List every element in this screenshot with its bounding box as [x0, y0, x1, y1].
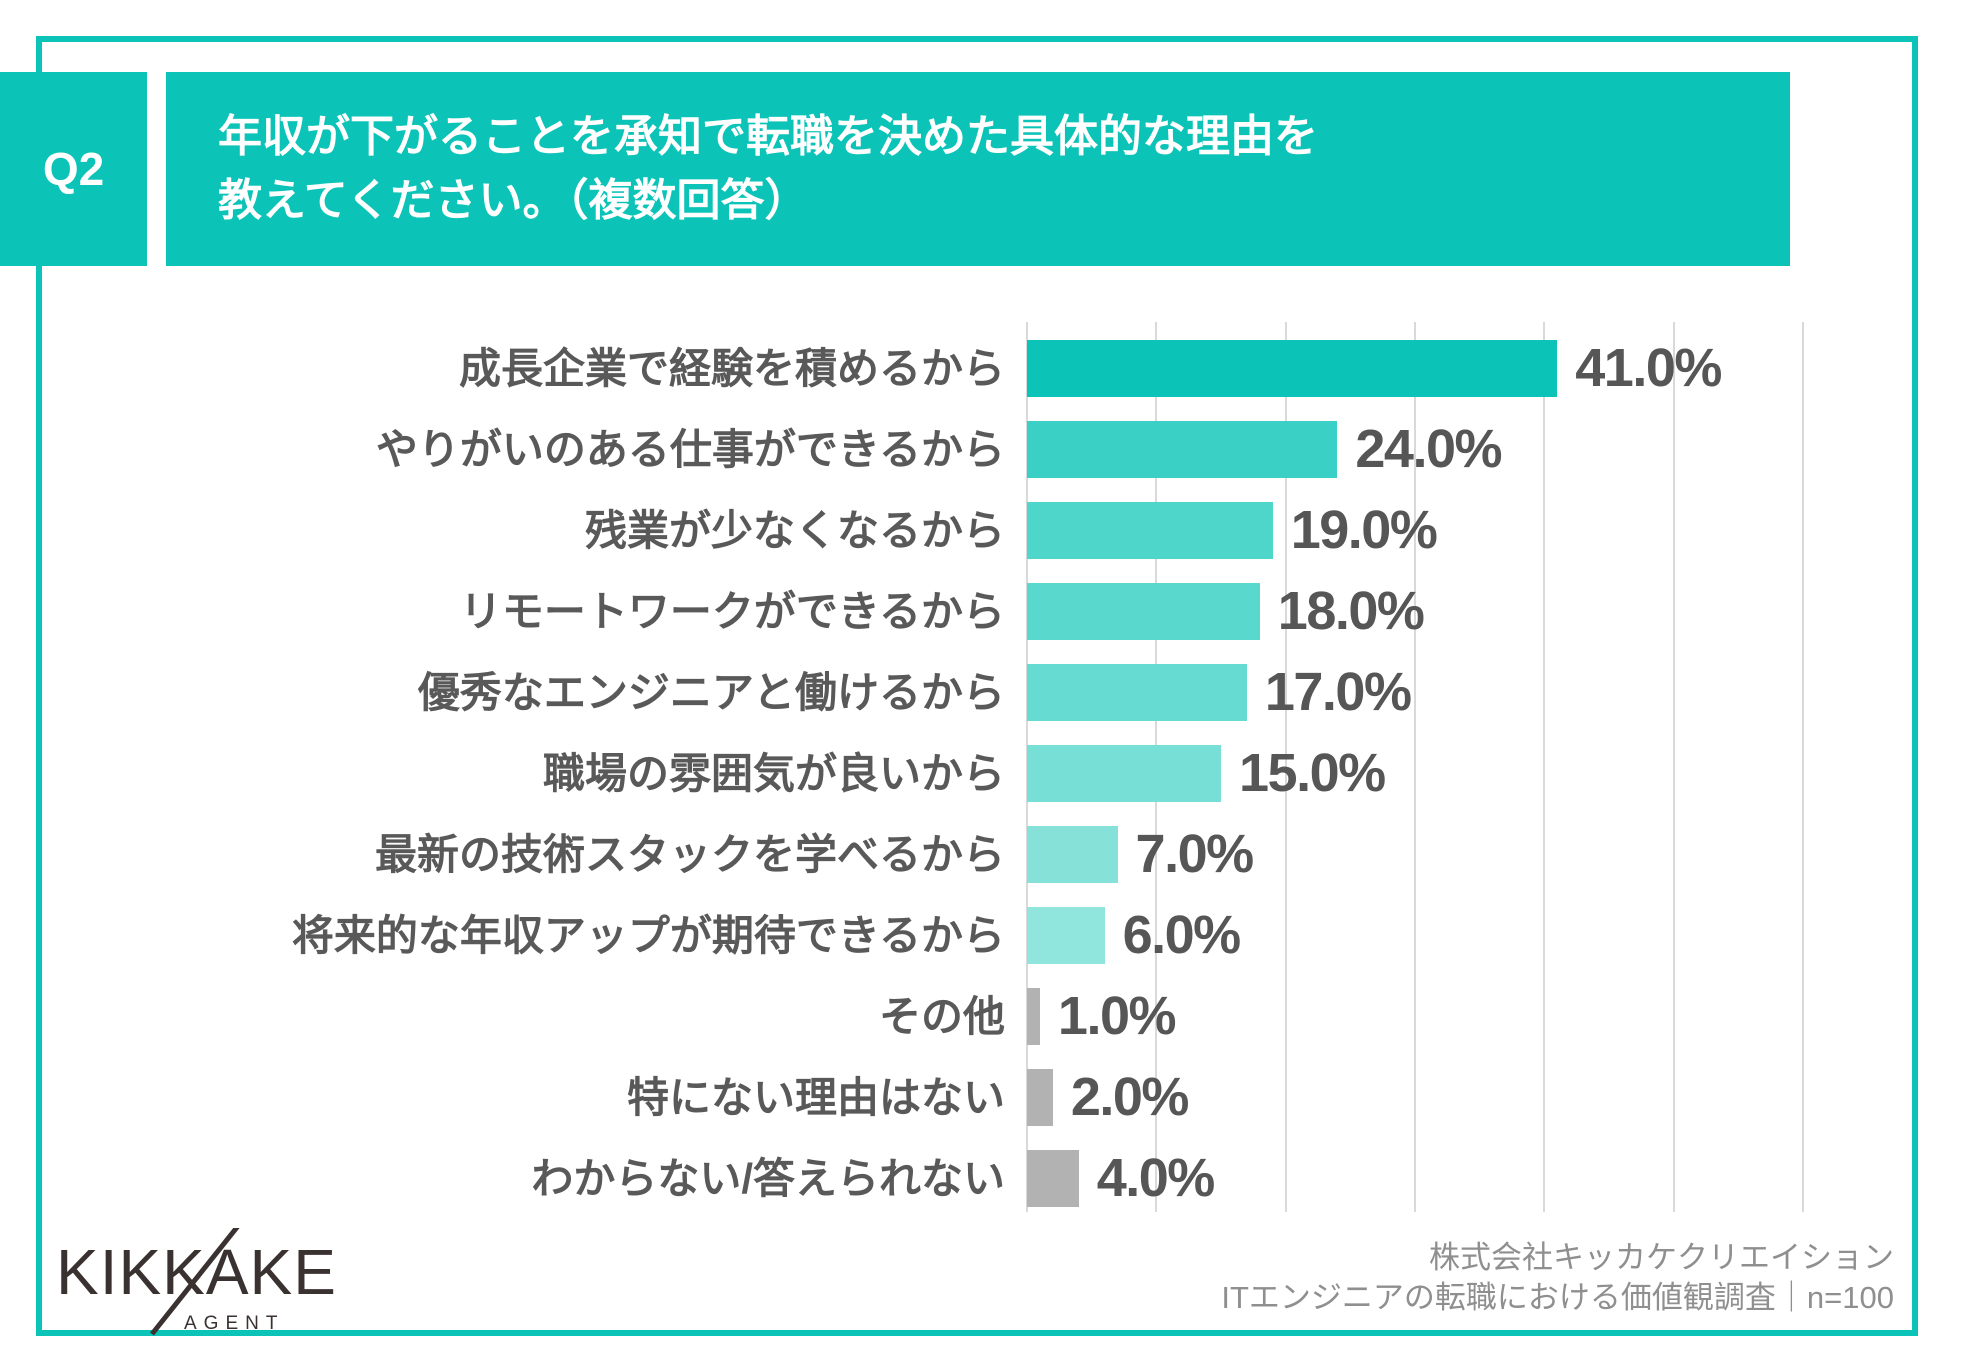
logo-slash-mark — [150, 1228, 240, 1336]
gridline — [1543, 322, 1546, 1212]
question-title-bar: 年収が下がることを承知で転職を決めた具体的な理由を 教えてください。（複数回答） — [166, 72, 1790, 266]
question-title-line1: 年収が下がることを承知で転職を決めた具体的な理由を — [218, 112, 1318, 161]
bar — [1027, 1150, 1079, 1207]
bar-track: 7.0% — [1027, 826, 1803, 883]
category-label: 優秀なエンジニアと働けるから — [417, 669, 1005, 716]
value-label: 19.0% — [1290, 500, 1438, 560]
survey-credits: 株式会社キッカケクリエイション ITエンジニアの転職における価値観調査｜n=10… — [1221, 1238, 1894, 1318]
value-label: 24.0% — [1355, 419, 1502, 479]
gridline — [1802, 322, 1804, 1212]
category-label: 最新の技術スタックを学べるから — [374, 831, 1005, 878]
value-label: 4.0% — [1096, 1148, 1216, 1208]
bar-track: 1.0% — [1027, 988, 1803, 1045]
logo-subtext: AGENT — [184, 1313, 284, 1334]
chart-row: 成長企業で経験を積めるから 41.0% — [0, 340, 1980, 397]
bar — [1027, 988, 1040, 1045]
bar-track: 41.0% — [1027, 340, 1803, 397]
question-badge: Q2 — [0, 72, 147, 266]
category-label: やりがいのある仕事ができるから — [375, 426, 1005, 473]
logo-wordmark-text: KIKKAKE — [56, 1236, 337, 1308]
bar-track: 15.0% — [1027, 745, 1803, 802]
chart-row: 将来的な年収アップが期待できるから 6.0% — [0, 907, 1980, 964]
credit-company: 株式会社キッカケクリエイション — [1429, 1240, 1894, 1275]
category-label: わからない/答えられない — [531, 1155, 1005, 1202]
chart-row: 特にない理由はない 2.0% — [0, 1069, 1980, 1126]
category-label: 成長企業で経験を積めるから — [458, 345, 1005, 392]
page-border-frame — [36, 36, 1918, 1336]
gridline — [1414, 322, 1416, 1212]
chart-row: その他 1.0% — [0, 988, 1980, 1045]
bar — [1027, 421, 1338, 478]
category-label: 将来的な年収アップが期待できるから — [291, 912, 1005, 959]
value-label: 7.0% — [1135, 824, 1255, 884]
question-badge-label: Q2 — [42, 143, 105, 195]
category-label: 職場の雰囲気が良いから — [542, 750, 1005, 797]
bar — [1027, 907, 1105, 964]
bar — [1027, 583, 1260, 640]
chart-row: 最新の技術スタックを学べるから 7.0% — [0, 826, 1980, 883]
chart-row: やりがいのある仕事ができるから 24.0% — [0, 421, 1980, 478]
value-label: 6.0% — [1122, 905, 1242, 965]
value-label: 1.0% — [1057, 986, 1177, 1046]
category-label: 残業が少なくなるから — [584, 507, 1005, 554]
value-label: 17.0% — [1264, 662, 1412, 722]
chart-row: リモートワークができるから 18.0% — [0, 583, 1980, 640]
bar — [1027, 502, 1273, 559]
credit-survey: ITエンジニアの転職における価値観調査｜n=100 — [1221, 1280, 1894, 1315]
bar-track: 2.0% — [1027, 1069, 1803, 1126]
bar — [1027, 826, 1118, 883]
bar-track: 19.0% — [1027, 502, 1803, 559]
chart-row: わからない/答えられない 4.0% — [0, 1150, 1980, 1207]
bar-track: 4.0% — [1027, 1150, 1803, 1207]
question-title-line2: 教えてください。（複数回答） — [218, 176, 809, 225]
value-label: 15.0% — [1239, 743, 1386, 803]
bar — [1027, 340, 1558, 397]
value-label: 2.0% — [1070, 1067, 1190, 1127]
category-label: その他 — [878, 993, 1005, 1040]
category-label: 特にない理由はない — [626, 1074, 1005, 1121]
chart-row: 残業が少なくなるから 19.0% — [0, 502, 1980, 559]
category-label: リモートワークができるから — [459, 588, 1005, 635]
bar — [1027, 1069, 1053, 1126]
value-label: 18.0% — [1277, 581, 1425, 641]
chart-row: 職場の雰囲気が良いから 15.0% — [0, 745, 1980, 802]
gridline — [1672, 322, 1675, 1212]
bar-track: 17.0% — [1027, 664, 1803, 721]
chart-row: 優秀なエンジニアと働けるから 17.0% — [0, 664, 1980, 721]
gridline — [1284, 322, 1287, 1212]
kikkake-agent-logo: KIKKAKE AGENT — [56, 1228, 337, 1336]
bar-track: 24.0% — [1027, 421, 1803, 478]
value-label: 41.0% — [1575, 338, 1722, 398]
bar — [1027, 664, 1247, 721]
bar-track: 18.0% — [1027, 583, 1803, 640]
bar — [1027, 745, 1221, 802]
bar-track: 6.0% — [1027, 907, 1803, 964]
